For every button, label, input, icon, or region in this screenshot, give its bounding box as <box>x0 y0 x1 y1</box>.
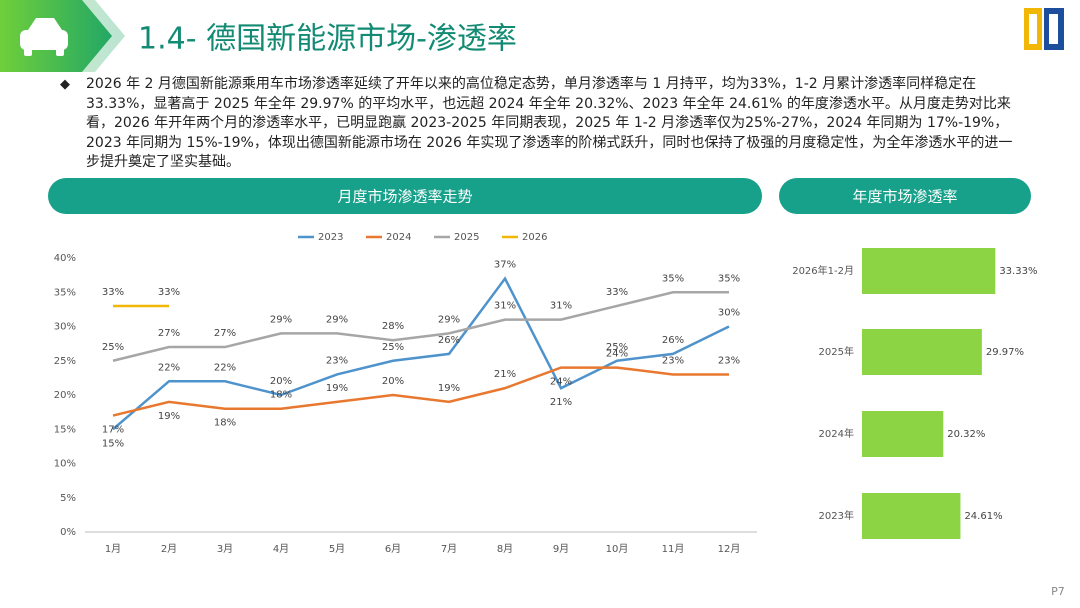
logo <box>1024 8 1064 50</box>
x-tick-label: 4月 <box>273 543 289 555</box>
data-label: 28% <box>382 321 404 332</box>
legend-label: 2024 <box>386 232 411 243</box>
data-label: 21% <box>494 369 516 380</box>
data-label: 25% <box>102 342 124 353</box>
car-icon <box>20 18 68 56</box>
y-tick-label: 0% <box>60 527 76 538</box>
bar <box>862 493 961 539</box>
category-label: 2024年 <box>819 427 854 440</box>
data-label: 26% <box>662 335 684 346</box>
data-label: 24.61% <box>964 511 1002 522</box>
data-label: 22% <box>214 362 236 373</box>
series-line <box>112 366 729 417</box>
x-tick-label: 11月 <box>662 543 685 555</box>
data-label: 31% <box>550 301 572 312</box>
data-label: 20.32% <box>947 429 985 440</box>
x-tick-label: 2月 <box>161 543 177 555</box>
x-tick-label: 5月 <box>329 543 345 555</box>
y-tick-label: 35% <box>54 287 76 298</box>
legend-label: 2025 <box>454 232 479 243</box>
data-label: 27% <box>214 328 236 339</box>
series-line <box>112 276 730 431</box>
data-label: 22% <box>158 362 180 373</box>
bar <box>862 411 944 457</box>
data-label: 33% <box>158 287 180 298</box>
series-line <box>112 291 729 362</box>
data-label: 29% <box>270 314 292 325</box>
data-label: 23% <box>662 355 684 366</box>
data-label: 33% <box>102 287 124 298</box>
data-label: 30% <box>718 308 740 319</box>
data-label: 18% <box>214 418 236 429</box>
x-tick-label: 9月 <box>553 543 569 555</box>
data-label: 20% <box>270 376 292 387</box>
data-label: 31% <box>494 301 516 312</box>
data-label: 23% <box>718 355 740 366</box>
data-label: 19% <box>158 411 180 422</box>
data-label: 29.97% <box>986 347 1024 358</box>
data-label: 27% <box>158 328 180 339</box>
data-label: 18% <box>270 390 292 401</box>
y-tick-label: 15% <box>54 424 76 435</box>
y-tick-label: 20% <box>54 390 76 401</box>
data-label: 29% <box>326 314 348 325</box>
x-tick-label: 1月 <box>105 543 121 555</box>
x-tick-label: 7月 <box>441 543 457 555</box>
data-label: 21% <box>550 397 572 408</box>
data-label: 35% <box>718 273 740 284</box>
x-tick-label: 12月 <box>718 543 741 555</box>
y-tick-label: 10% <box>54 459 76 470</box>
paragraph: 2026 年 2 月德国新能源乘用车市场渗透率延续了开年以来的高位稳定态势，单月… <box>86 76 1013 170</box>
data-label: 35% <box>662 273 684 284</box>
x-tick-label: 3月 <box>217 543 233 555</box>
bar <box>862 329 982 375</box>
data-label: 15% <box>102 438 124 449</box>
header-chevron <box>82 0 130 72</box>
data-label: 17% <box>102 425 124 436</box>
data-label: 25% <box>382 342 404 353</box>
data-label: 25% <box>606 342 628 353</box>
data-label: 24% <box>550 377 572 388</box>
data-label: 19% <box>438 383 460 394</box>
category-label: 2025年 <box>819 345 854 358</box>
category-label: 2023年 <box>819 509 854 522</box>
y-tick-label: 5% <box>60 493 76 504</box>
bar <box>862 248 996 294</box>
category-label: 2026年1-2月 <box>792 264 854 277</box>
page-number: P7 <box>1051 585 1065 598</box>
x-tick-label: 10月 <box>606 543 629 555</box>
data-label: 33% <box>606 287 628 298</box>
data-label: 23% <box>326 355 348 366</box>
panel-header <box>779 178 1031 214</box>
data-label: 33.33% <box>999 266 1037 277</box>
legend-label: 2023 <box>318 232 343 243</box>
y-tick-label: 40% <box>54 253 76 264</box>
y-tick-label: 30% <box>54 322 76 333</box>
panel-title: 月度市场渗透率走势 <box>337 188 472 206</box>
data-label: 19% <box>326 383 348 394</box>
y-tick-label: 25% <box>54 356 76 367</box>
panel-header <box>48 178 762 214</box>
slide-title: 1.4- 德国新能源市场-渗透率 <box>138 22 517 57</box>
legend-label: 2026 <box>522 232 547 243</box>
data-label: 26% <box>438 335 460 346</box>
x-tick-label: 6月 <box>385 543 401 555</box>
data-label: 29% <box>438 314 460 325</box>
data-label: 20% <box>382 376 404 387</box>
bullet: ◆ <box>60 77 70 92</box>
data-label: 24% <box>606 349 628 360</box>
x-tick-label: 8月 <box>497 543 513 555</box>
data-label: 37% <box>494 260 516 271</box>
panel-title: 年度市场渗透率 <box>852 188 957 206</box>
